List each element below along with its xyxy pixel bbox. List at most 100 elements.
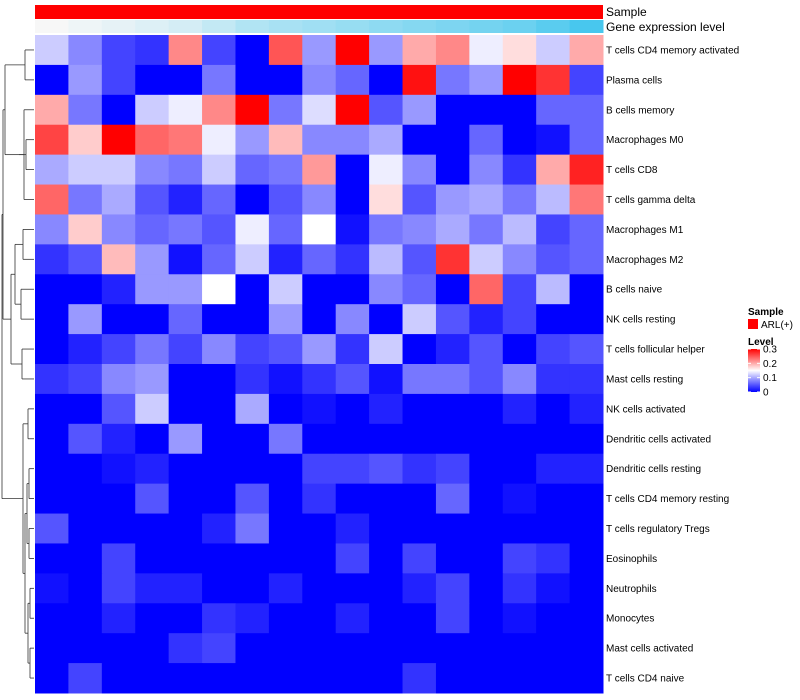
legend-level-colorbar <box>748 349 760 392</box>
heatmap-cell <box>335 94 370 126</box>
heatmap-cell <box>502 423 537 455</box>
heatmap-cell <box>168 573 203 604</box>
heatmap-cell <box>502 663 537 694</box>
heatmap-cell <box>202 364 236 395</box>
heatmap-cell <box>369 483 404 515</box>
heatmap-cell <box>302 483 337 515</box>
heatmap-cell <box>435 663 470 694</box>
row-label: Macrophages M0 <box>606 135 684 146</box>
heatmap-cell <box>502 64 537 96</box>
heatmap-cell <box>536 453 571 485</box>
heatmap-cell <box>168 94 203 126</box>
heatmap-cell <box>35 244 69 275</box>
row-label: T cells CD8 <box>606 165 658 176</box>
heatmap-cell <box>268 453 303 485</box>
heatmap-cell <box>135 184 170 215</box>
heatmap-cell <box>502 513 537 544</box>
heatmap-cell <box>502 393 537 425</box>
heatmap-cell <box>202 663 236 694</box>
row-label: Monocytes <box>606 614 654 625</box>
heatmap-cell <box>502 244 537 275</box>
heatmap-cell <box>369 94 404 126</box>
annotation-expression-cell <box>402 20 437 33</box>
annotation-expression-cell <box>35 20 69 33</box>
heatmap-cell <box>369 274 404 305</box>
heatmap-cell <box>569 573 604 604</box>
heatmap-cell <box>469 154 504 186</box>
heatmap-cell <box>502 184 537 215</box>
heatmap-cell <box>268 304 303 335</box>
heatmap-cell <box>435 573 470 604</box>
heatmap-cell <box>435 334 470 365</box>
heatmap-cell <box>502 274 537 305</box>
heatmap-cell <box>335 154 370 186</box>
heatmap-cell <box>101 663 136 694</box>
heatmap-cell <box>402 244 437 275</box>
heatmap-cell <box>68 423 103 455</box>
heatmap-cell <box>569 124 604 156</box>
heatmap-cell <box>402 364 437 395</box>
heatmap-cell <box>469 543 504 574</box>
row-label: T cells CD4 memory resting <box>606 494 729 505</box>
heatmap-cell <box>536 274 571 305</box>
heatmap-cell <box>135 64 170 96</box>
heatmap-cell <box>335 334 370 365</box>
heatmap-cell <box>569 184 604 215</box>
annotation-expression-cell <box>469 20 504 33</box>
heatmap-cell <box>235 603 270 634</box>
heatmap-cell <box>68 573 103 604</box>
heatmap-cell <box>402 573 437 604</box>
heatmap-cell <box>135 94 170 126</box>
heatmap-cell <box>235 274 270 305</box>
heatmap-cell <box>435 364 470 395</box>
heatmap-cell <box>536 393 571 425</box>
heatmap-cell <box>68 124 103 156</box>
heatmap-cell <box>68 274 103 305</box>
heatmap-cell <box>68 453 103 485</box>
heatmap-cell <box>335 364 370 395</box>
heatmap-cell <box>35 364 69 395</box>
heatmap-cell <box>235 423 270 455</box>
heatmap-cell <box>168 64 203 96</box>
heatmap-cell <box>536 334 571 365</box>
heatmap-cell <box>202 393 236 425</box>
heatmap-cell <box>536 423 571 455</box>
heatmap-cell <box>68 94 103 126</box>
heatmap-cell <box>502 543 537 574</box>
heatmap-cell <box>569 453 604 485</box>
heatmap-cell <box>569 393 604 425</box>
heatmap-cell <box>302 663 337 694</box>
heatmap-cell <box>469 453 504 485</box>
heatmap-cell <box>68 603 103 634</box>
heatmap-cell <box>235 124 270 156</box>
annotation-expression-cell <box>235 20 270 33</box>
heatmap-cell <box>268 94 303 126</box>
heatmap-cell <box>435 35 470 66</box>
heatmap-cell <box>302 543 337 574</box>
heatmap-cell <box>302 244 337 275</box>
heatmap-cell <box>268 35 303 66</box>
heatmap-cell <box>369 513 404 544</box>
heatmap-cell <box>101 64 136 96</box>
heatmap-cell <box>502 154 537 186</box>
heatmap-cell <box>68 184 103 215</box>
heatmap-cell <box>168 184 203 215</box>
heatmap-cell <box>68 214 103 245</box>
row-label: T cells gamma delta <box>606 195 696 206</box>
heatmap-cell <box>202 64 236 96</box>
heatmap-cell <box>101 94 136 126</box>
heatmap-cell <box>402 184 437 215</box>
heatmap-cell <box>268 543 303 574</box>
heatmap-cell <box>168 244 203 275</box>
heatmap-cell <box>101 543 136 574</box>
heatmap-cell <box>369 334 404 365</box>
heatmap-cell <box>168 393 203 425</box>
heatmap-cell <box>202 453 236 485</box>
heatmap-cell <box>435 94 470 126</box>
heatmap-cell <box>135 423 170 455</box>
heatmap-cell <box>335 274 370 305</box>
heatmap-cell <box>302 124 337 156</box>
annotation-sample-bar <box>35 5 603 19</box>
heatmap-cell <box>469 244 504 275</box>
heatmap-cell <box>569 214 604 245</box>
